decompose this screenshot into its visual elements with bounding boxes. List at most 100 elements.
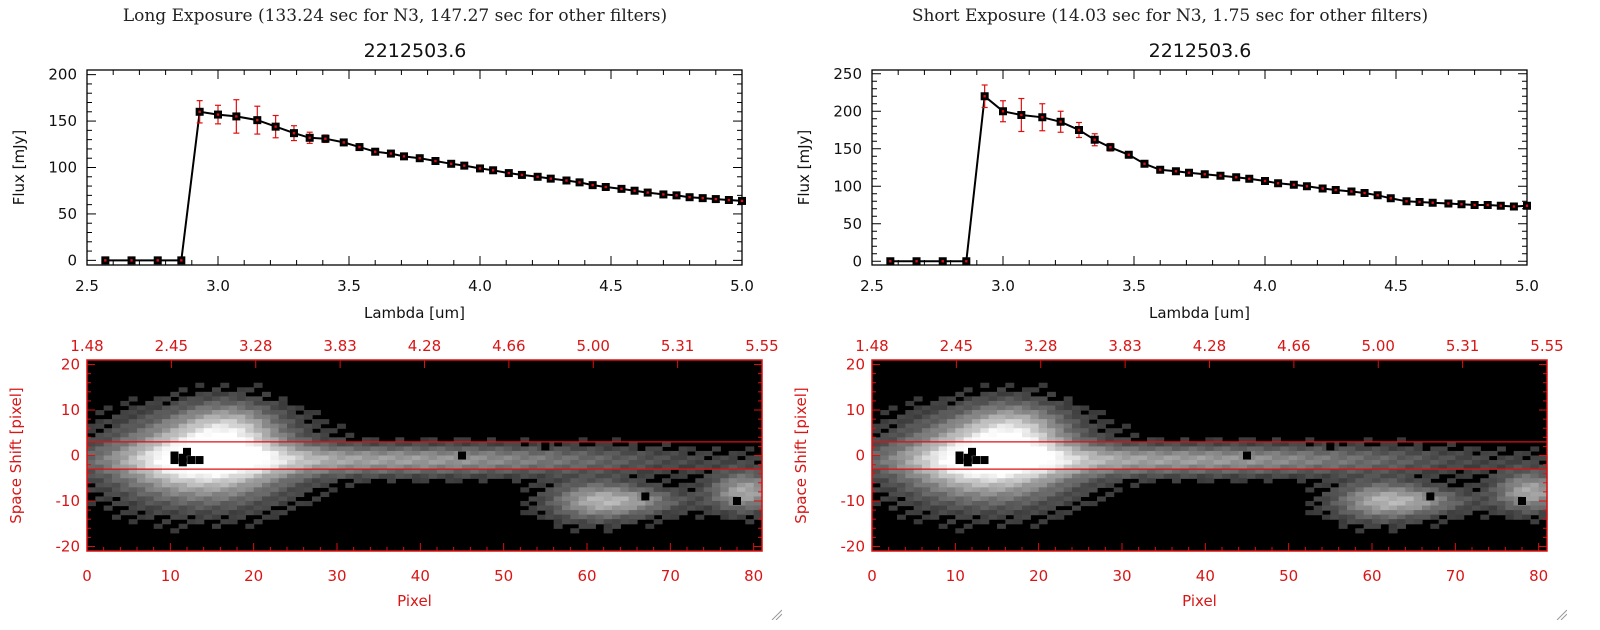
image-pixel bbox=[362, 473, 371, 479]
image-pixel bbox=[87, 441, 96, 448]
image-pixel bbox=[162, 405, 171, 411]
image-pixel bbox=[612, 491, 621, 498]
image-pixel bbox=[595, 519, 605, 525]
image-pixel bbox=[237, 460, 246, 466]
image-pixel bbox=[1213, 437, 1223, 443]
image-pixel bbox=[403, 455, 413, 461]
image-pixel bbox=[913, 432, 923, 438]
image-pixel bbox=[888, 441, 898, 448]
image-pixel bbox=[972, 482, 981, 488]
image-pixel bbox=[1188, 450, 1198, 457]
resize-grip-icon[interactable] bbox=[770, 608, 782, 620]
image-pixel bbox=[220, 478, 230, 484]
image-pixel bbox=[245, 396, 255, 402]
flux-point-error-center bbox=[389, 152, 393, 155]
image-pixel bbox=[988, 446, 998, 452]
image-pixel bbox=[537, 478, 546, 484]
image-pixel bbox=[528, 505, 538, 511]
image-pixel bbox=[728, 491, 738, 498]
image-pixel bbox=[1538, 514, 1548, 520]
image-pixel bbox=[1380, 473, 1390, 479]
image-pixel bbox=[1363, 482, 1373, 488]
image-pixel bbox=[170, 510, 180, 516]
image-pixel bbox=[1013, 519, 1023, 525]
image-pixel bbox=[220, 441, 230, 448]
flux-point-error-center bbox=[675, 194, 678, 197]
image-pixel bbox=[528, 441, 538, 448]
resize-grip-icon[interactable] bbox=[1555, 608, 1567, 620]
image-pixel bbox=[262, 496, 271, 502]
image-pixel bbox=[988, 414, 998, 420]
image-pixel bbox=[403, 446, 413, 452]
image-pixel bbox=[955, 400, 965, 407]
image-pixel bbox=[245, 491, 255, 498]
image-pixel bbox=[1397, 455, 1406, 461]
image-pixel bbox=[187, 396, 196, 402]
image-pixel bbox=[195, 473, 205, 479]
image-pixel bbox=[178, 469, 188, 475]
image-pixel bbox=[922, 514, 931, 520]
image-pixel bbox=[287, 441, 296, 448]
image-pixel bbox=[947, 455, 956, 461]
image-pixel bbox=[897, 446, 906, 452]
image-pixel bbox=[153, 410, 163, 416]
image-pixel bbox=[245, 441, 255, 448]
image-pixel bbox=[1222, 450, 1231, 457]
image-pixel bbox=[930, 505, 940, 511]
x-tick-label: 2.5 bbox=[75, 277, 99, 295]
image-pixel bbox=[938, 405, 948, 411]
image-pixel bbox=[512, 441, 521, 448]
image-pixel bbox=[470, 464, 480, 470]
image-pixel bbox=[1438, 500, 1448, 507]
image-pixel bbox=[328, 460, 338, 466]
image-pixel bbox=[1238, 478, 1248, 484]
image-pixel bbox=[963, 496, 973, 502]
image-pixel bbox=[1388, 487, 1398, 493]
image-pixel bbox=[578, 482, 588, 488]
image-pixel bbox=[1030, 487, 1040, 493]
image-pixel bbox=[972, 464, 981, 470]
flux-point-error-center bbox=[1001, 110, 1005, 113]
image-pixel bbox=[653, 500, 663, 507]
image-pixel bbox=[888, 473, 898, 479]
image-pixel bbox=[162, 519, 171, 525]
image-pixel bbox=[1055, 432, 1065, 438]
image-pixel bbox=[203, 446, 213, 452]
image-pixel bbox=[1088, 473, 1098, 479]
image-pixel bbox=[645, 450, 655, 457]
image-pixel bbox=[1047, 450, 1056, 457]
image-pixel bbox=[712, 510, 721, 516]
image-pixel bbox=[303, 410, 313, 416]
image-pixel bbox=[137, 419, 146, 425]
image-pixel bbox=[1505, 500, 1515, 507]
image-pixel bbox=[1405, 473, 1415, 479]
image-pixel bbox=[245, 428, 255, 434]
image-pixel bbox=[1005, 382, 1015, 388]
image-pixel bbox=[287, 491, 296, 498]
image-pixel bbox=[387, 473, 396, 479]
image-pixel bbox=[212, 410, 221, 416]
image-pixel bbox=[913, 478, 923, 484]
image-pixel bbox=[1222, 441, 1231, 448]
image-pixel bbox=[187, 478, 196, 484]
image-pixel bbox=[1080, 473, 1090, 479]
image-pixel bbox=[237, 441, 246, 448]
flux-point-error-center bbox=[1020, 113, 1023, 117]
image-pixel bbox=[753, 469, 763, 475]
image-pixel bbox=[1072, 410, 1081, 416]
image-pixel bbox=[562, 469, 571, 475]
image-pixel bbox=[1455, 455, 1465, 461]
image-pixel bbox=[1388, 455, 1398, 461]
image-pixel bbox=[103, 441, 113, 448]
image-pixel bbox=[637, 473, 646, 479]
image-pixel bbox=[930, 414, 940, 420]
image-pixel bbox=[153, 473, 163, 479]
image-pixel bbox=[1322, 514, 1331, 520]
image-pixel bbox=[1405, 446, 1415, 452]
image-pixel bbox=[1505, 491, 1515, 498]
image-pixel bbox=[303, 487, 313, 493]
image-pixel bbox=[253, 491, 263, 498]
image-pixel bbox=[997, 487, 1006, 493]
image-pixel bbox=[955, 496, 965, 502]
image-pixel bbox=[947, 469, 956, 475]
